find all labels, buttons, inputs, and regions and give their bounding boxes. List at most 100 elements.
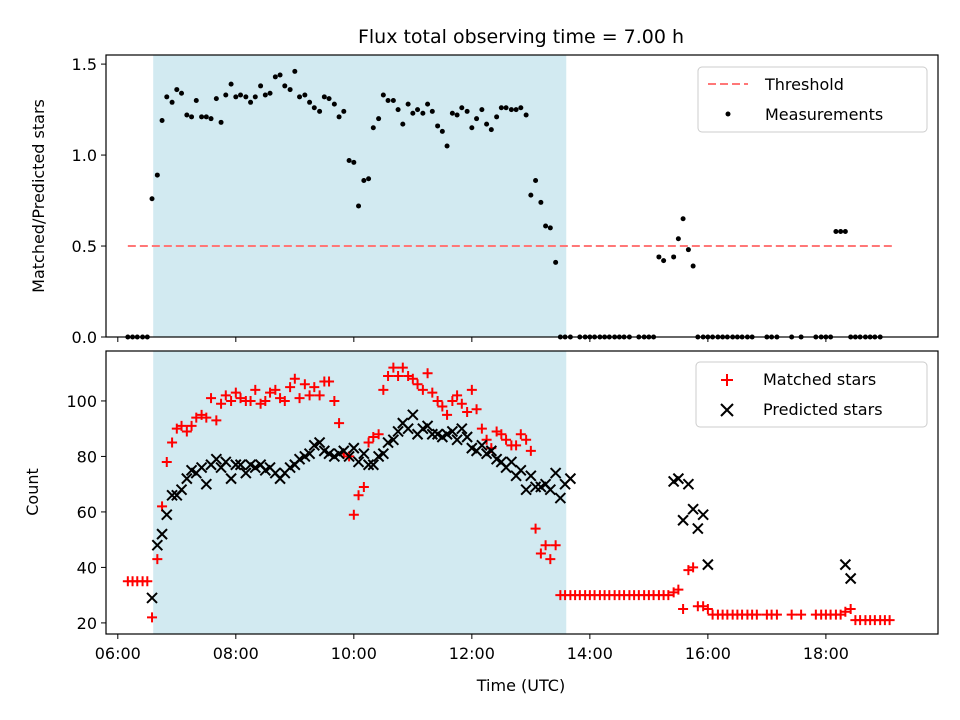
measurement-point xyxy=(159,117,165,123)
top-y-axis-label: Matched/Predicted stars xyxy=(29,99,48,293)
measurement-point xyxy=(484,121,490,127)
measurement-point xyxy=(174,87,180,93)
measurement-point xyxy=(361,178,367,184)
matched-point xyxy=(511,440,522,451)
x-tick-label: 18:00 xyxy=(803,644,849,663)
predicted-point xyxy=(844,572,857,585)
predicted-point xyxy=(249,461,261,474)
measurement-point xyxy=(656,254,662,260)
measurement-point xyxy=(469,125,475,131)
predicted-point xyxy=(549,467,562,479)
measurement-point xyxy=(238,92,244,98)
matched-point xyxy=(329,395,340,406)
predicted-point xyxy=(687,503,699,515)
predicted-point xyxy=(525,470,537,482)
predicted-point xyxy=(343,450,355,463)
measurement-point xyxy=(154,172,160,178)
predicted-point xyxy=(367,459,380,471)
predicted-point xyxy=(544,484,557,496)
measurement-point xyxy=(169,99,175,105)
matched-point xyxy=(452,390,463,401)
predicted-point xyxy=(564,472,577,485)
legend-threshold-label: Threshold xyxy=(764,75,844,94)
measurement-point xyxy=(346,158,352,164)
measurement-point xyxy=(252,94,258,100)
matched-point xyxy=(167,437,178,448)
measurement-point xyxy=(685,247,691,253)
measurement-point xyxy=(454,112,460,118)
measurement-point xyxy=(287,87,293,93)
measurement-point xyxy=(464,108,470,114)
matched-point xyxy=(884,615,895,626)
matched-point xyxy=(545,554,556,565)
matched-point xyxy=(388,362,399,373)
measurement-point xyxy=(444,143,450,149)
measurement-point xyxy=(164,94,170,100)
measurement-point xyxy=(262,92,268,98)
matched-point xyxy=(235,393,246,404)
matched-point xyxy=(383,370,394,381)
measurement-point xyxy=(321,94,327,100)
measurement-point xyxy=(258,83,264,89)
x-tick-label: 14:00 xyxy=(567,644,613,663)
measurement-point xyxy=(690,263,696,269)
measurement-point xyxy=(435,123,441,129)
predicted-point xyxy=(230,459,242,471)
measurement-point xyxy=(675,236,681,242)
matched-point xyxy=(786,609,797,620)
predicted-point xyxy=(515,464,527,477)
measurement-point xyxy=(223,92,229,98)
measurement-point xyxy=(553,259,559,265)
measurement-point xyxy=(326,96,332,102)
measurement-point xyxy=(538,199,544,205)
measurement-point xyxy=(331,101,337,107)
legend-measurements-label: Measurements xyxy=(765,105,883,124)
predicted-point xyxy=(358,447,370,460)
predicted-point xyxy=(348,442,360,454)
top-y-tick-label: 1.0 xyxy=(72,146,97,165)
measurement-point xyxy=(282,83,288,89)
top-observing-window xyxy=(153,55,567,337)
matched-point xyxy=(678,604,689,615)
predicted-point xyxy=(377,447,390,460)
matched-point xyxy=(260,395,271,406)
matched-point xyxy=(211,415,222,426)
measurement-point xyxy=(420,110,426,116)
measurement-point xyxy=(380,92,386,98)
measurement-point xyxy=(272,74,278,80)
measurement-point xyxy=(838,228,844,234)
measurement-point xyxy=(533,178,539,184)
bottom-panel: 20 40 60 80 100 06:00 08:00 10:00 12:00 14:00 16:… xyxy=(23,350,939,695)
matched-point xyxy=(230,387,241,398)
measurement-point xyxy=(429,108,435,114)
legend-predicted-swatch xyxy=(720,403,734,417)
matched-point xyxy=(206,393,217,404)
measurement-point xyxy=(479,107,485,113)
measurement-point xyxy=(543,223,549,229)
measurement-point xyxy=(370,125,376,131)
measurement-point xyxy=(513,107,519,113)
measurement-point xyxy=(405,101,411,107)
measurement-point xyxy=(498,105,504,111)
predicted-point xyxy=(402,422,414,435)
matched-point xyxy=(673,584,684,595)
predicted-point xyxy=(323,447,335,460)
predicted-point xyxy=(293,453,306,465)
x-tick-label: 10:00 xyxy=(331,644,377,663)
measurement-point xyxy=(149,196,155,202)
matched-point xyxy=(462,407,473,418)
predicted-point xyxy=(220,456,232,468)
matched-point xyxy=(324,376,335,387)
bottom-legend: Matched stars Predicted stars xyxy=(695,361,928,428)
matched-point xyxy=(353,490,364,501)
measurement-point xyxy=(179,90,185,96)
measurement-point xyxy=(366,176,372,182)
measurement-point xyxy=(228,81,234,87)
x-tick-label: 16:00 xyxy=(685,644,731,663)
legend-predicted-label: Predicted stars xyxy=(763,400,883,419)
bottom-y-tick-label: 100 xyxy=(66,392,97,411)
predicted-point xyxy=(308,439,321,452)
bottom-legend-box xyxy=(695,361,928,428)
predicted-point xyxy=(166,489,178,501)
matched-point xyxy=(245,395,256,406)
